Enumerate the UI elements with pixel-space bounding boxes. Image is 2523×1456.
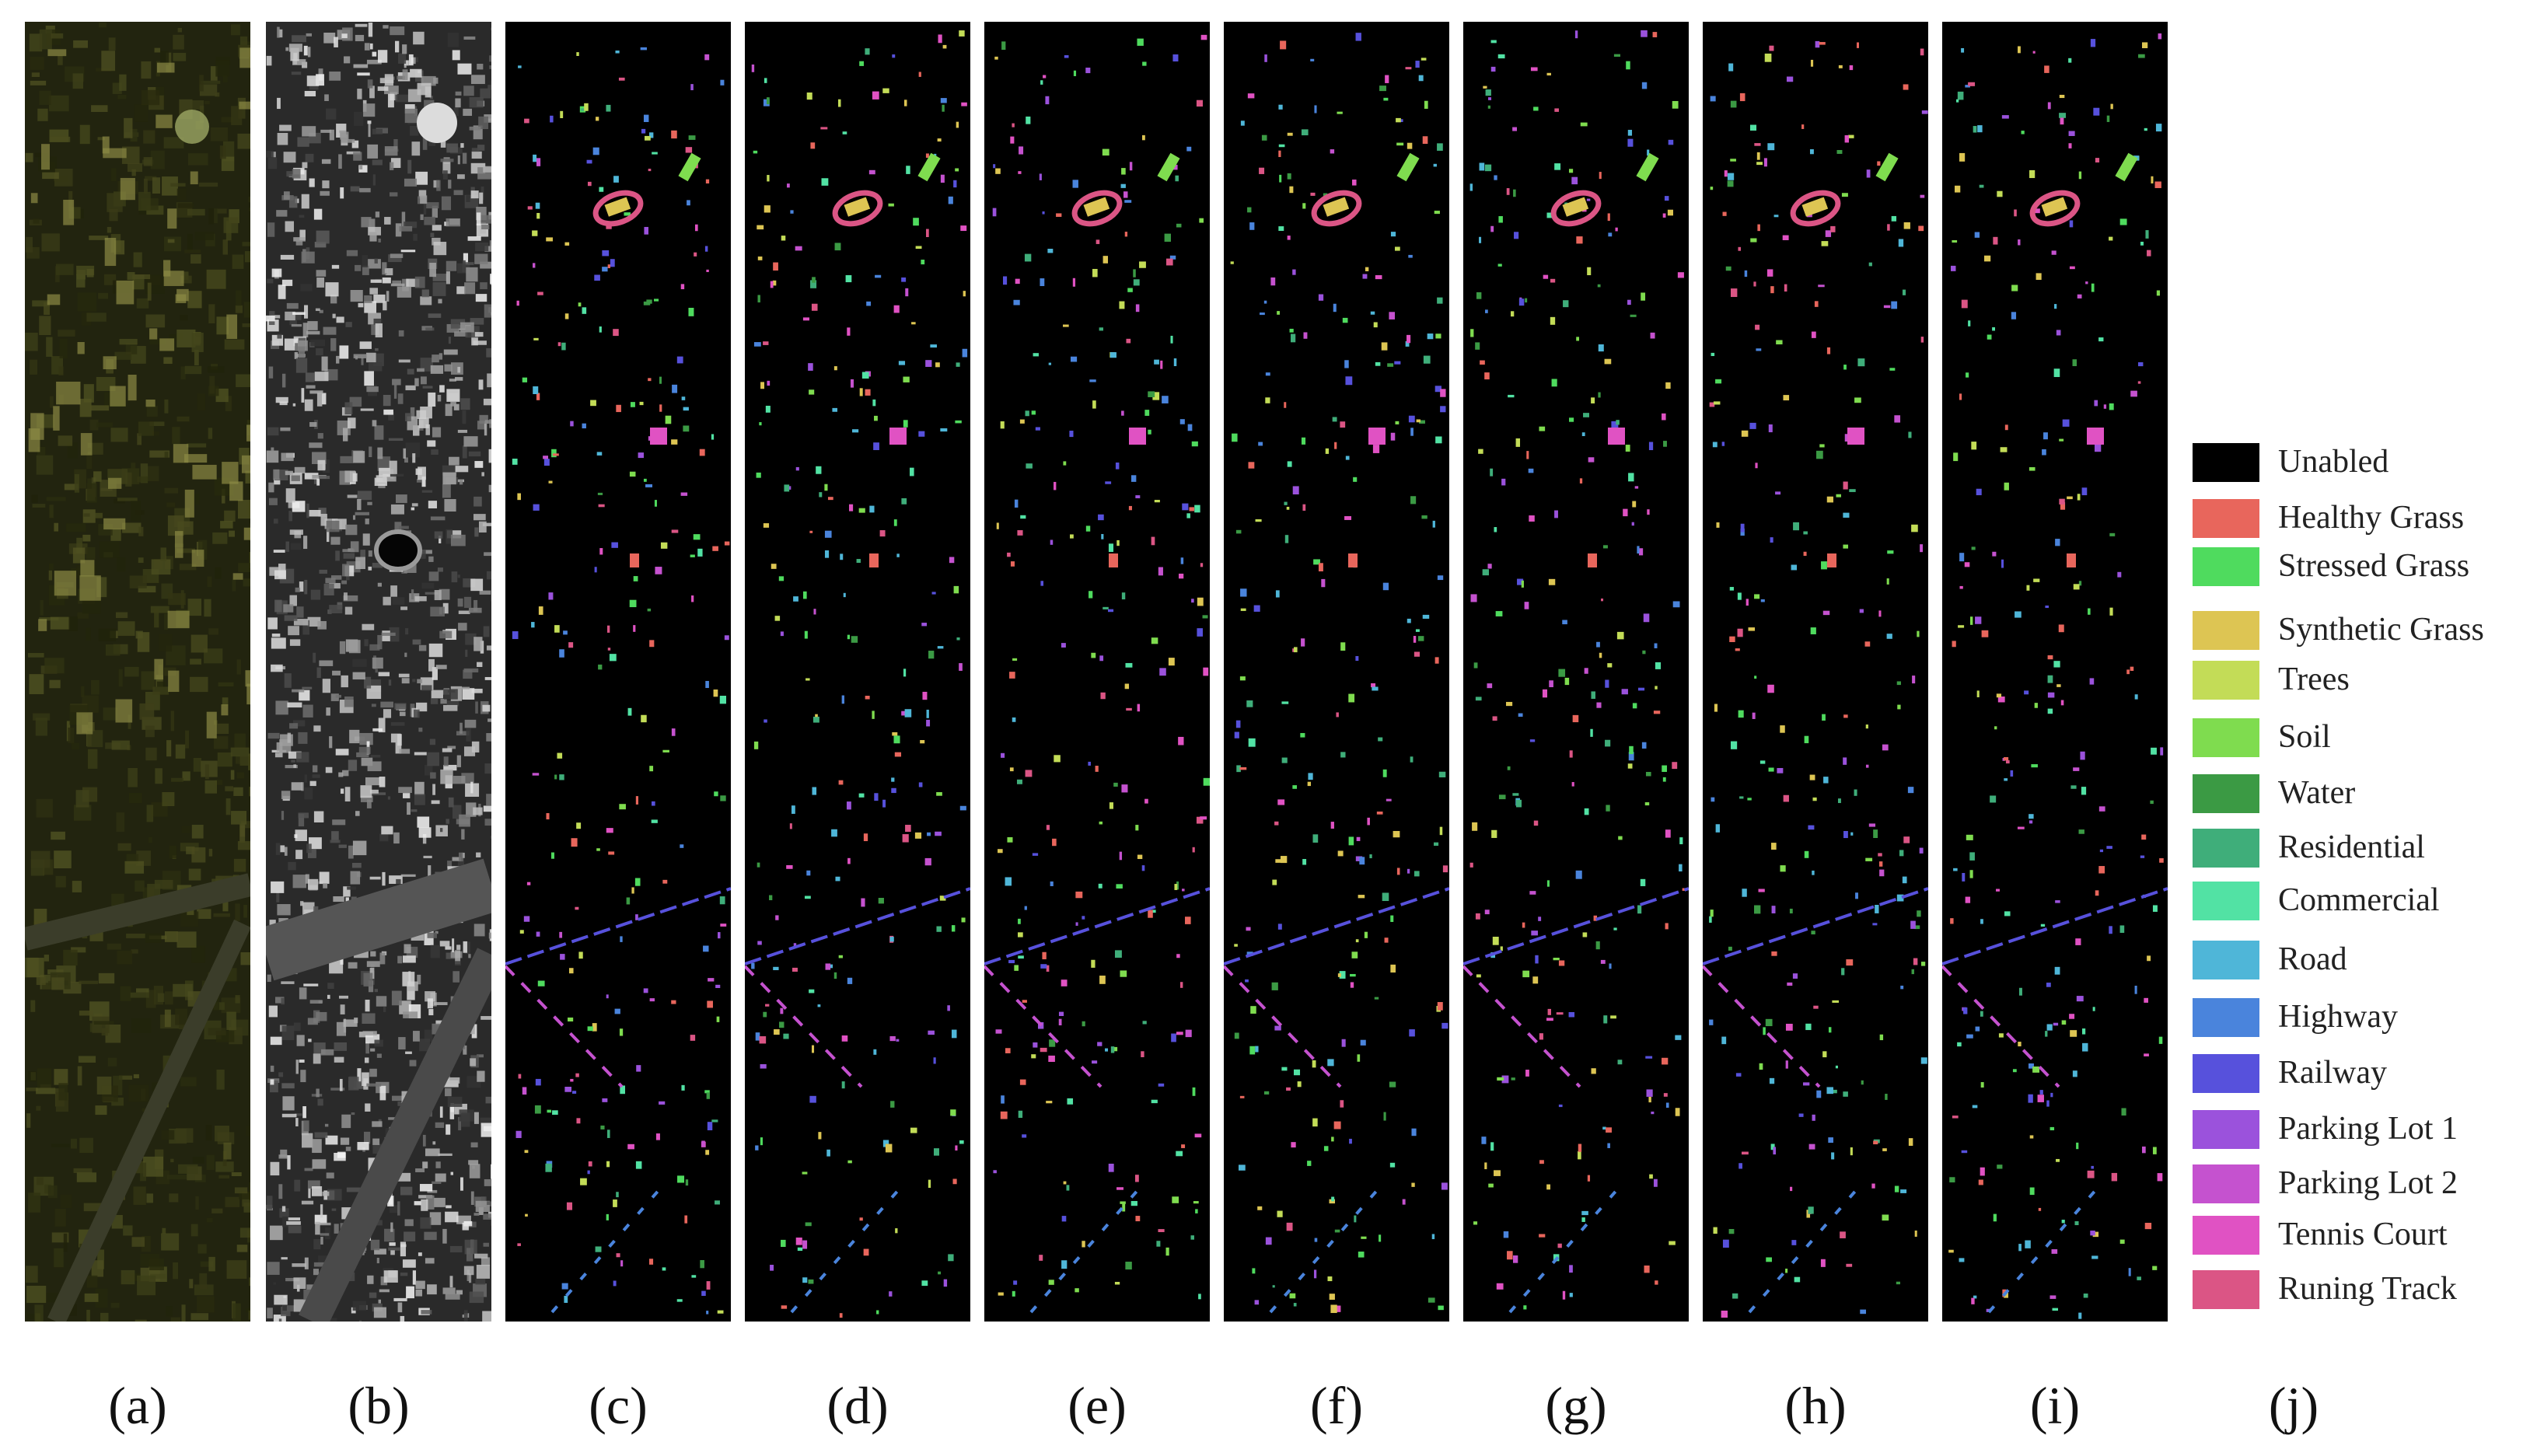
legend-label: Highway	[2278, 999, 2398, 1035]
panel-i	[1942, 22, 2168, 1322]
legend-swatch	[2193, 1054, 2259, 1093]
legend-label: Residential	[2278, 829, 2425, 865]
classification-map-image	[984, 22, 1210, 1322]
legend-label: Road	[2278, 941, 2347, 977]
legend-swatch	[2193, 882, 2259, 920]
legend-label: Soil	[2278, 719, 2331, 755]
legend-label: Stressed Grass	[2278, 548, 2470, 584]
legend-swatch	[2193, 661, 2259, 700]
legend-label: Water	[2278, 775, 2356, 811]
legend-swatch	[2193, 547, 2259, 586]
panel-caption: (h)	[1784, 1376, 1847, 1435]
panel-a	[25, 22, 250, 1322]
legend-item: Parking Lot 1	[2193, 1110, 2519, 1152]
legend-item: Healthy Grass	[2193, 499, 2519, 541]
legend-label: Synthetic Grass	[2278, 612, 2484, 648]
classification-map-image	[1942, 22, 2168, 1322]
legend-label: Railway	[2278, 1055, 2387, 1091]
panel-b	[266, 22, 491, 1322]
legend-item: Road	[2193, 941, 2519, 983]
rgb-composite-image	[25, 22, 250, 1322]
panel-caption: (b)	[348, 1376, 410, 1435]
legend-item: Water	[2193, 774, 2519, 816]
panel-d	[745, 22, 970, 1322]
legend-label: Unabled	[2278, 444, 2389, 480]
panel-caption: (d)	[826, 1376, 889, 1435]
legend-label: Healthy Grass	[2278, 500, 2465, 536]
classification-map-image	[1224, 22, 1449, 1322]
legend-swatch	[2193, 499, 2259, 538]
legend-label: Runing Track	[2278, 1271, 2457, 1307]
legend-swatch	[2193, 1216, 2259, 1255]
classification-map-image	[1703, 22, 1928, 1322]
legend-label: Parking Lot 2	[2278, 1165, 2458, 1201]
legend-swatch	[2193, 941, 2259, 979]
legend-item: Trees	[2193, 661, 2519, 703]
legend-label: Commercial	[2278, 882, 2440, 918]
legend-label: Tennis Court	[2278, 1217, 2448, 1252]
legend-swatch	[2193, 611, 2259, 650]
legend-caption: (j)	[2268, 1376, 2319, 1435]
legend-swatch	[2193, 1164, 2259, 1203]
panel-caption: (f)	[1310, 1376, 1363, 1435]
legend-swatch	[2193, 998, 2259, 1037]
panel-caption: (i)	[2029, 1376, 2081, 1435]
legend-item: Stressed Grass	[2193, 547, 2519, 589]
classification-map-image	[745, 22, 970, 1322]
legend-swatch	[2193, 774, 2259, 813]
legend-label: Parking Lot 1	[2278, 1111, 2458, 1147]
legend-item: Soil	[2193, 718, 2519, 760]
legend-item: Railway	[2193, 1054, 2519, 1096]
grayscale-band-image	[266, 22, 491, 1322]
legend-item: Tennis Court	[2193, 1216, 2519, 1258]
legend-item: Parking Lot 2	[2193, 1164, 2519, 1206]
legend-item: Unabled	[2193, 443, 2519, 485]
legend-item: Highway	[2193, 998, 2519, 1040]
classification-map-image	[1463, 22, 1689, 1322]
legend-swatch	[2193, 1110, 2259, 1149]
legend-item: Synthetic Grass	[2193, 611, 2519, 653]
panel-g	[1463, 22, 1689, 1322]
legend-item: Commercial	[2193, 882, 2519, 924]
panel-e	[984, 22, 1210, 1322]
legend-item: Residential	[2193, 829, 2519, 871]
panel-h	[1703, 22, 1928, 1322]
legend-item: Runing Track	[2193, 1270, 2519, 1312]
panel-c	[505, 22, 731, 1322]
legend-swatch	[2193, 443, 2259, 482]
legend-label: Trees	[2278, 662, 2350, 697]
panel-caption: (g)	[1545, 1376, 1607, 1435]
legend-swatch	[2193, 718, 2259, 757]
legend-swatch	[2193, 1270, 2259, 1309]
classification-map-image	[505, 22, 731, 1322]
legend-swatch	[2193, 829, 2259, 868]
panel-caption: (c)	[589, 1376, 648, 1435]
panel-caption: (e)	[1068, 1376, 1127, 1435]
panel-f	[1224, 22, 1449, 1322]
panel-caption: (a)	[108, 1376, 167, 1435]
